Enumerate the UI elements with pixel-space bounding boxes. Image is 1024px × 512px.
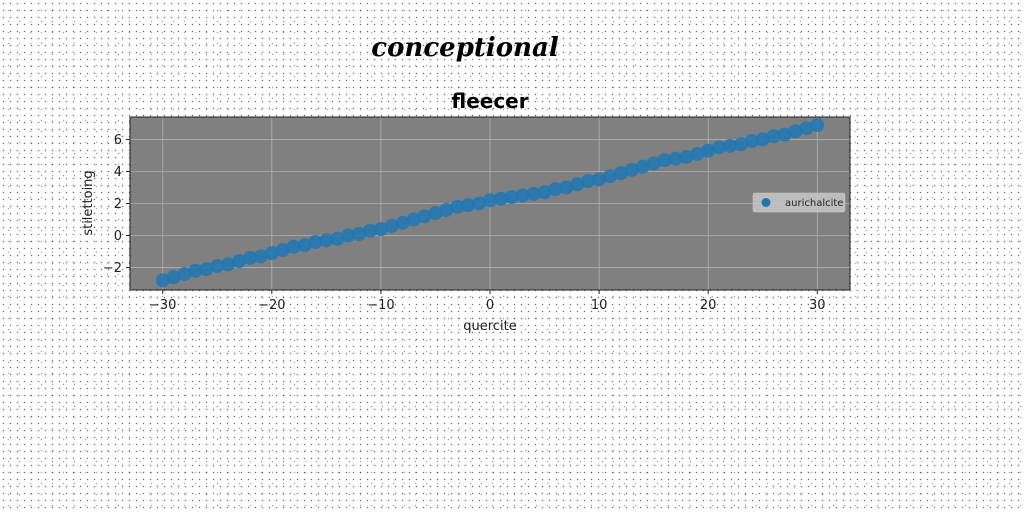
data-point xyxy=(472,196,487,211)
data-point xyxy=(319,233,334,248)
data-point xyxy=(668,151,683,166)
x-tick-label: −10 xyxy=(367,298,394,313)
data-point xyxy=(243,250,257,265)
data-point xyxy=(733,137,748,152)
data-point xyxy=(395,215,410,230)
data-point xyxy=(450,199,465,214)
data-point xyxy=(690,146,705,161)
x-tick-label: 0 xyxy=(486,298,494,313)
data-point xyxy=(166,270,181,285)
y-axis-label: stilettoing xyxy=(81,170,96,235)
y-tick-label: 6 xyxy=(114,133,122,148)
y-tick-label: −2 xyxy=(103,261,122,276)
data-point xyxy=(330,231,345,246)
data-point xyxy=(592,172,607,187)
data-point xyxy=(210,258,225,273)
data-point xyxy=(777,127,792,142)
data-point xyxy=(810,118,825,133)
data-point xyxy=(526,186,541,201)
data-point xyxy=(493,191,508,206)
data-point xyxy=(384,218,399,233)
figure-suptitle: conceptional xyxy=(371,33,559,63)
y-axis-ticks: −2 0 2 4 6 xyxy=(103,133,130,276)
data-point xyxy=(603,169,617,184)
data-point xyxy=(155,273,170,288)
data-point xyxy=(428,206,443,221)
legend: aurichalcite xyxy=(752,192,846,213)
x-tick-label: 30 xyxy=(809,298,826,313)
data-point xyxy=(483,193,497,208)
x-tick-label: 10 xyxy=(591,298,608,313)
x-tick-label: −20 xyxy=(258,298,285,313)
legend-label: aurichalcite xyxy=(785,198,843,209)
y-tick-label: 2 xyxy=(114,197,122,212)
data-point xyxy=(537,185,552,200)
data-point xyxy=(624,162,639,177)
data-point xyxy=(417,209,432,224)
data-point xyxy=(199,262,214,277)
y-tick-label: 4 xyxy=(114,165,122,180)
scatter-points xyxy=(155,118,825,288)
data-point xyxy=(177,266,192,281)
data-point xyxy=(373,222,388,237)
data-point xyxy=(679,150,694,165)
plot-area xyxy=(129,116,851,291)
data-point xyxy=(788,124,803,139)
data-point xyxy=(657,153,672,168)
data-point xyxy=(766,129,781,144)
legend-box xyxy=(752,192,846,213)
data-point xyxy=(363,223,377,238)
data-point xyxy=(635,159,650,174)
data-point xyxy=(275,242,290,257)
data-point xyxy=(559,180,574,195)
data-point xyxy=(723,138,737,153)
data-point xyxy=(570,177,585,192)
y-tick-label: 0 xyxy=(114,229,122,244)
data-point xyxy=(548,182,563,197)
data-point xyxy=(341,228,356,243)
x-tick-label: 20 xyxy=(700,298,717,313)
data-point xyxy=(712,140,727,155)
data-point xyxy=(297,238,312,253)
data-point xyxy=(264,246,279,261)
data-point xyxy=(701,143,716,158)
data-point xyxy=(406,212,421,227)
data-point xyxy=(613,166,628,181)
data-point xyxy=(352,226,367,241)
data-point xyxy=(504,190,519,205)
data-point xyxy=(286,239,301,254)
data-point xyxy=(646,156,661,171)
x-axis-ticks: −30 −20 −10 0 10 20 30 xyxy=(149,290,826,313)
data-point xyxy=(439,202,454,217)
x-axis-label: quercite xyxy=(463,319,516,334)
data-point xyxy=(308,234,323,249)
data-point xyxy=(799,121,814,136)
data-point xyxy=(221,257,236,272)
legend-marker xyxy=(761,198,771,207)
data-point xyxy=(744,134,759,149)
data-point xyxy=(755,132,770,147)
data-point xyxy=(581,174,596,189)
data-point xyxy=(461,198,476,213)
x-tick-label: −30 xyxy=(149,298,176,313)
data-point xyxy=(253,249,268,264)
data-point xyxy=(232,254,247,269)
chart-title: fleecer xyxy=(451,89,528,113)
data-point xyxy=(515,188,530,203)
data-point xyxy=(188,263,203,278)
